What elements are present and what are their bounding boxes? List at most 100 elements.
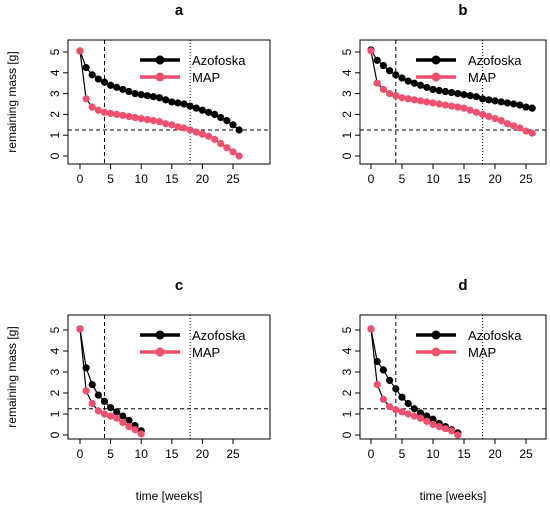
x-tick-label: 5: [399, 172, 406, 186]
point-map: [76, 325, 84, 333]
point-map: [491, 114, 499, 123]
legend-marker-azofoska: [431, 55, 441, 65]
x-tick-label: 5: [107, 447, 114, 461]
y-tick-label: 4: [48, 347, 62, 354]
legend-marker-azofoska: [155, 55, 165, 65]
x-axis-label: time [weeks]: [420, 489, 487, 503]
x-tick-label: 5: [399, 447, 406, 461]
point-azofoska: [217, 113, 225, 122]
legend-label-map: MAP: [192, 70, 220, 85]
legend-label-azofoska: Azofoska: [468, 53, 522, 68]
legend-label-map: MAP: [192, 345, 220, 360]
point-map: [435, 423, 443, 431]
point-map: [223, 144, 231, 152]
point-map: [392, 92, 400, 100]
point-azofoska: [107, 404, 115, 412]
point-azofoska: [417, 81, 425, 89]
point-azofoska: [404, 399, 412, 408]
point-azofoska: [131, 90, 139, 98]
point-azofoska: [137, 91, 145, 99]
point-azofoska: [211, 110, 219, 118]
point-azofoska: [392, 385, 400, 393]
x-tick-label: 10: [426, 172, 440, 186]
point-map: [398, 94, 406, 102]
point-map: [404, 410, 412, 418]
point-map: [423, 98, 431, 106]
point-azofoska: [410, 79, 418, 87]
point-map: [137, 430, 145, 438]
point-azofoska: [423, 412, 431, 420]
point-azofoska: [503, 99, 511, 107]
point-azofoska: [417, 409, 425, 417]
x-tick-label: 15: [165, 447, 179, 461]
point-map: [180, 124, 188, 132]
point-azofoska: [386, 67, 394, 75]
point-azofoska: [174, 99, 182, 107]
point-map: [454, 103, 462, 111]
point-azofoska: [229, 121, 237, 129]
point-map: [125, 423, 133, 431]
panel-title: a: [175, 2, 184, 19]
x-tick-label: 25: [226, 172, 240, 186]
y-tick-label: 0: [48, 431, 62, 438]
panel-d: d 0 5 10 15 20 25 0 1 2 3 4 5 Azofoska MAP time [weeks]: [340, 277, 547, 503]
panel-b: b 0 5 10 15 20 25 0 1 2 3 4 5 Azofoska MAP: [340, 2, 547, 186]
y-tick-label: 4: [340, 347, 354, 354]
point-map: [398, 408, 406, 416]
legend-marker-azofoska: [431, 330, 441, 340]
point-map: [423, 417, 431, 425]
panel-title: c: [175, 277, 183, 294]
y-tick-label: 3: [340, 90, 354, 97]
legend: Azofoska MAP: [140, 328, 246, 360]
y-axis-label: remaining mass [g]: [5, 51, 19, 152]
x-tick-label: 20: [196, 172, 210, 186]
point-map: [82, 95, 90, 103]
point-map: [392, 406, 400, 414]
legend-marker-map: [431, 347, 441, 357]
y-axis-label: remaining mass [g]: [5, 326, 19, 427]
point-azofoska: [441, 87, 449, 96]
x-tick-label: 10: [135, 172, 149, 186]
point-map: [186, 126, 194, 134]
y-tick-label: 1: [340, 132, 354, 139]
point-map: [82, 387, 90, 395]
y-tick-label: 2: [340, 389, 354, 396]
point-map: [373, 381, 381, 389]
point-map: [113, 414, 121, 422]
point-map: [528, 129, 536, 137]
point-map: [211, 135, 219, 143]
point-azofoska: [82, 64, 90, 72]
legend-marker-azofoska: [155, 330, 165, 340]
plot-frame: [359, 314, 547, 440]
y-tick-label: 3: [340, 368, 354, 375]
point-map: [119, 111, 127, 120]
point-azofoska: [107, 81, 115, 89]
y-tick-label: 5: [340, 48, 354, 55]
point-map: [100, 410, 109, 418]
point-map: [448, 102, 456, 110]
point-azofoska: [88, 381, 96, 389]
x-tick-label: 25: [519, 447, 533, 461]
point-map: [379, 85, 387, 94]
point-map: [94, 106, 102, 114]
point-map: [137, 114, 145, 123]
legend-label-azofoska: Azofoska: [468, 328, 522, 343]
y-tick-label: 3: [48, 368, 62, 375]
point-azofoska: [398, 393, 406, 401]
point-map: [373, 79, 381, 87]
panel-title: d: [458, 277, 467, 294]
point-map: [107, 412, 115, 420]
point-map: [429, 99, 437, 107]
point-map: [466, 106, 474, 114]
point-map: [410, 96, 418, 104]
point-azofoska: [88, 71, 96, 79]
y-tick-label: 1: [48, 132, 62, 139]
x-tick-label: 25: [226, 447, 240, 461]
point-map: [88, 399, 96, 408]
legend-label-map: MAP: [468, 70, 496, 85]
point-map: [367, 325, 375, 333]
point-azofoska: [491, 97, 499, 105]
legend: Azofoska MAP: [140, 53, 246, 85]
point-map: [472, 108, 480, 116]
point-map: [516, 124, 524, 132]
